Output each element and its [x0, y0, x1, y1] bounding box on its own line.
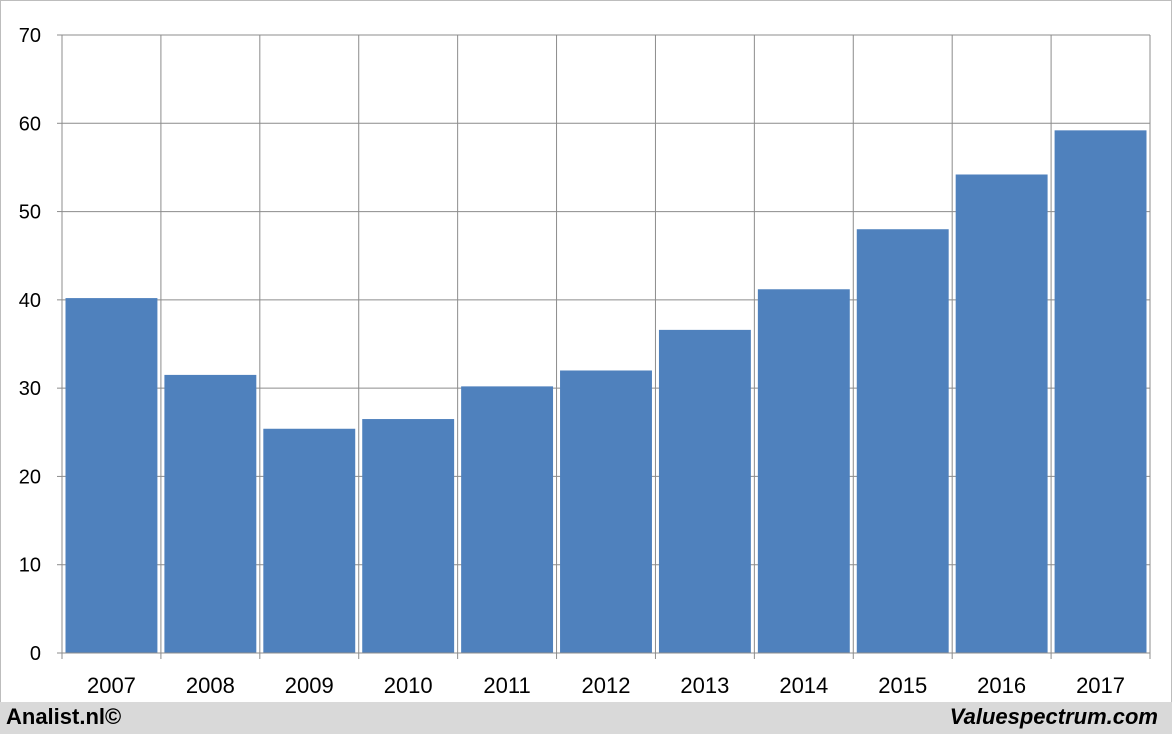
bar-2011 — [461, 386, 554, 653]
bar-2017 — [1054, 130, 1147, 653]
copyright-label: Analist.nl© — [6, 704, 122, 729]
x-tick-label: 2008 — [186, 673, 235, 698]
y-tick-label: 10 — [19, 555, 41, 577]
y-tick-label: 20 — [19, 466, 41, 488]
bar-chart: 0 10 20 30 40 50 60 70 2007 2008 2009 2010 2011 2012 2… — [19, 25, 1151, 698]
x-tick-label: 2017 — [1076, 673, 1125, 698]
bar-2015 — [856, 229, 949, 653]
x-tick-label: 2015 — [878, 673, 927, 698]
bar-2009 — [263, 428, 356, 653]
bar-2014 — [757, 289, 850, 653]
bar-2013 — [658, 329, 751, 653]
bar-2016 — [955, 174, 1048, 653]
x-tick-label: 2016 — [977, 673, 1026, 698]
y-tick-label: 30 — [19, 378, 41, 400]
grid-layer — [61, 34, 1151, 654]
x-tick-label: 2011 — [483, 673, 530, 698]
x-tick-label: 2009 — [285, 673, 334, 698]
bar-layer — [65, 130, 1147, 653]
footer-bar: Analist.nl© Valuespectrum.com — [0, 702, 1172, 734]
y-tick-label: 60 — [19, 113, 41, 135]
bar-2012 — [560, 370, 652, 653]
x-tick-label: 2010 — [384, 673, 433, 698]
label-layer: 0 10 20 30 40 50 60 70 2007 2008 2009 2010 2011 2012 2… — [19, 25, 1125, 698]
y-tick-label: 70 — [19, 25, 41, 47]
x-tick-label: 2013 — [680, 673, 729, 698]
bar-2010 — [362, 419, 455, 653]
y-tick-label: 40 — [19, 290, 41, 312]
x-tick-label: 2007 — [87, 673, 136, 698]
bar-2007 — [65, 298, 158, 653]
y-tick-label: 50 — [19, 202, 41, 224]
y-tick-label: 0 — [30, 643, 41, 665]
x-tick-label: 2014 — [779, 673, 828, 698]
source-label: Valuespectrum.com — [949, 704, 1158, 729]
axis-layer — [57, 34, 1151, 659]
x-tick-label: 2012 — [582, 673, 631, 698]
bar-2008 — [164, 374, 257, 653]
